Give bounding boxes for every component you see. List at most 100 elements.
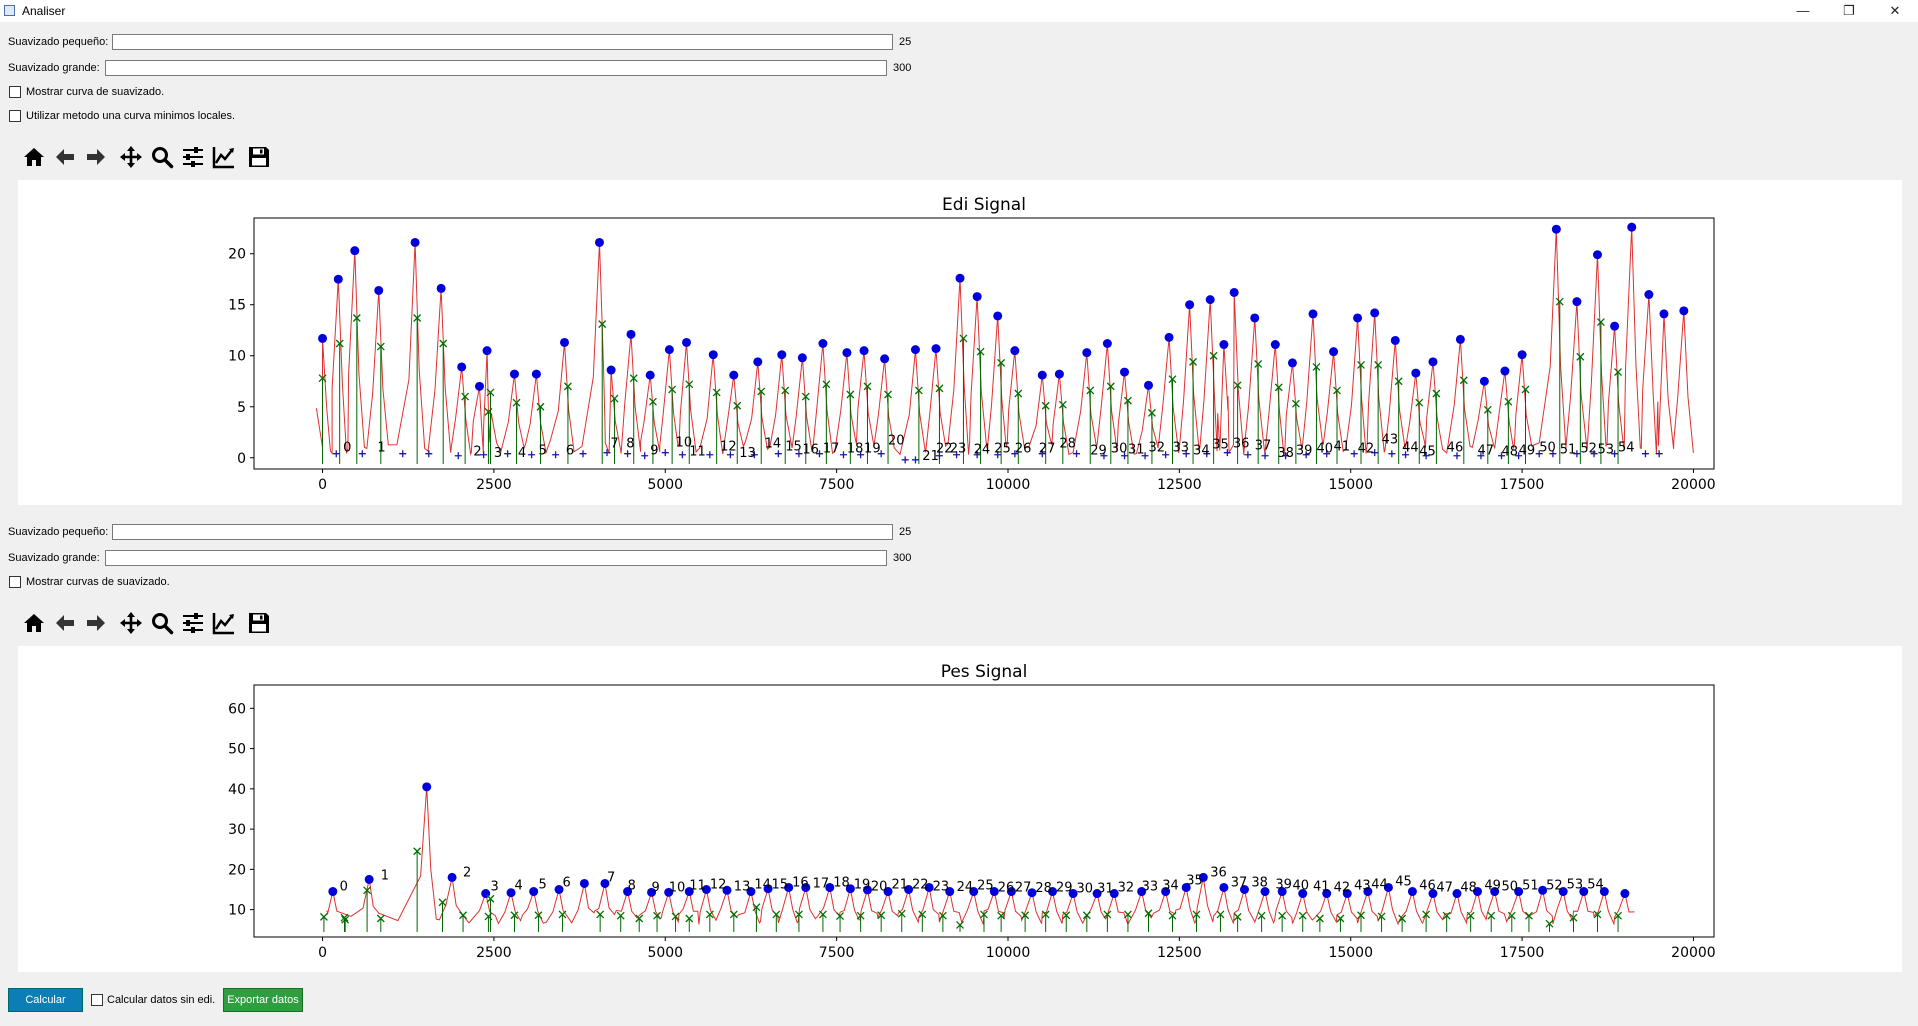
peak-point — [1370, 308, 1380, 318]
cross-marker — [1106, 382, 1115, 391]
edit-axis-icon[interactable] — [208, 142, 239, 172]
peak-point — [594, 237, 604, 247]
y-tick-label: 40 — [228, 782, 246, 798]
calc-without-edi-checkbox[interactable] — [91, 994, 103, 1006]
cross-mark — [1216, 910, 1225, 919]
local-minima-method-label: Utilizar metodo una curva minimos locale… — [26, 110, 236, 122]
cross-marker — [1614, 911, 1622, 920]
minimize-button[interactable]: — — [1796, 3, 1810, 18]
cycle-label: 34 — [1193, 444, 1210, 459]
local-minima-method-checkbox[interactable] — [9, 110, 21, 122]
cross-marker — [376, 914, 385, 923]
cross-marker — [1312, 363, 1321, 371]
cross-marker — [668, 385, 677, 394]
x-tick-label: 15000 — [1328, 477, 1373, 493]
cross-mark — [1415, 398, 1424, 407]
cross-mark — [340, 913, 349, 922]
home-icon[interactable] — [18, 142, 49, 172]
minimum-marker — [877, 450, 885, 458]
cross-mark — [486, 388, 495, 397]
forward-icon[interactable] — [80, 608, 111, 638]
cross-marker — [1333, 386, 1341, 395]
peak-point — [1181, 882, 1191, 892]
peak-point — [1270, 340, 1280, 350]
pes-small-smoothing-slider[interactable] — [112, 524, 893, 540]
export-data-button[interactable]: Exportar datos — [223, 988, 303, 1012]
cycle-label: 18 — [833, 875, 850, 890]
calc-without-edi-label: Calcular datos sin edi. — [107, 994, 216, 1006]
edi-plot-canvas[interactable]: Edi Signal 0 1 2 3 4 5 6 7 8 9 10 11 12 13 14 15 16 17 18 19… — [18, 180, 1902, 505]
back-icon[interactable] — [49, 142, 80, 172]
configure-subplots-icon[interactable] — [177, 142, 208, 172]
cycle-label: 3 — [494, 446, 502, 461]
pes-plot-toolbar — [18, 607, 274, 639]
show-smoothing-curve-checkbox[interactable] — [9, 86, 21, 98]
minimum-marker — [1549, 450, 1557, 458]
peak-point — [746, 887, 756, 897]
cross-marker — [1168, 375, 1177, 384]
y-tick-label: 15 — [228, 298, 246, 314]
cycle-label: 47 — [1436, 881, 1453, 896]
cross-mark — [1357, 360, 1365, 369]
cross-mark — [1614, 368, 1622, 377]
cycle-label: 45 — [1395, 874, 1412, 889]
cross-marker — [1298, 911, 1307, 920]
peak-point — [1239, 884, 1249, 894]
cross-marker — [438, 898, 447, 907]
cross-marker — [1569, 913, 1578, 922]
edi-small-smoothing-slider[interactable] — [112, 34, 893, 50]
minimum-marker — [641, 452, 649, 460]
cycle-label: 53 — [1567, 878, 1584, 893]
cycle-label: 20 — [888, 434, 905, 449]
zoom-icon[interactable] — [146, 142, 177, 172]
minimum-marker — [953, 451, 961, 459]
peak-point — [1092, 889, 1102, 899]
peak-point — [1068, 889, 1078, 899]
cross-marker — [563, 382, 572, 391]
peak-point — [422, 782, 432, 792]
forward-icon[interactable] — [80, 142, 111, 172]
save-icon[interactable] — [243, 142, 274, 172]
peak-point — [1298, 889, 1308, 899]
peak-point — [1137, 887, 1147, 897]
cycle-label: 10 — [676, 436, 693, 451]
cycle-label: 26 — [1015, 442, 1032, 457]
maximize-button[interactable]: ❐ — [1843, 3, 1855, 18]
minimum-marker — [1590, 450, 1598, 458]
home-icon[interactable] — [18, 608, 49, 638]
configure-subplots-icon[interactable] — [177, 608, 208, 638]
show-smoothing-curves-checkbox[interactable] — [9, 576, 21, 588]
pes-large-smoothing-slider[interactable] — [105, 550, 887, 566]
cross-mark — [1312, 363, 1321, 371]
pes-plot-canvas[interactable]: Pes Signal 0 1 2 3 4 5 6 7 8 9 10 11 12 13 14 15 16 17 18 19… — [18, 646, 1902, 972]
cycle-label: 2 — [463, 866, 471, 881]
cross-mark — [1374, 360, 1383, 369]
cross-mark — [1524, 911, 1533, 920]
cycle-label: 28 — [1059, 437, 1076, 452]
save-icon[interactable] — [243, 608, 274, 638]
cycle-label: 54 — [1587, 878, 1604, 893]
cycle-label: 12 — [710, 878, 727, 893]
cross-marker — [1459, 376, 1468, 385]
x-tick-label: 10000 — [986, 477, 1031, 493]
cross-mark — [1521, 385, 1530, 394]
cross-mark — [1576, 352, 1585, 361]
pan-icon[interactable] — [115, 142, 146, 172]
edit-axis-icon[interactable] — [208, 608, 239, 638]
cross-mark — [648, 397, 657, 406]
close-button[interactable]: ✕ — [1889, 3, 1901, 18]
cross-mark — [884, 390, 892, 399]
pan-icon[interactable] — [115, 608, 146, 638]
cross-marker — [863, 382, 872, 391]
cross-marker — [1555, 297, 1564, 306]
cycle-label: 4 — [518, 446, 526, 461]
edi-large-smoothing-slider[interactable] — [105, 60, 887, 76]
peak-point — [1500, 366, 1510, 376]
back-icon[interactable] — [49, 608, 80, 638]
calculate-button[interactable]: Calcular — [8, 988, 83, 1012]
cross-mark — [1545, 919, 1554, 928]
cycle-label: 44 — [1402, 441, 1419, 456]
zoom-icon[interactable] — [146, 608, 177, 638]
cross-mark — [1483, 405, 1492, 414]
cross-mark — [376, 342, 385, 351]
